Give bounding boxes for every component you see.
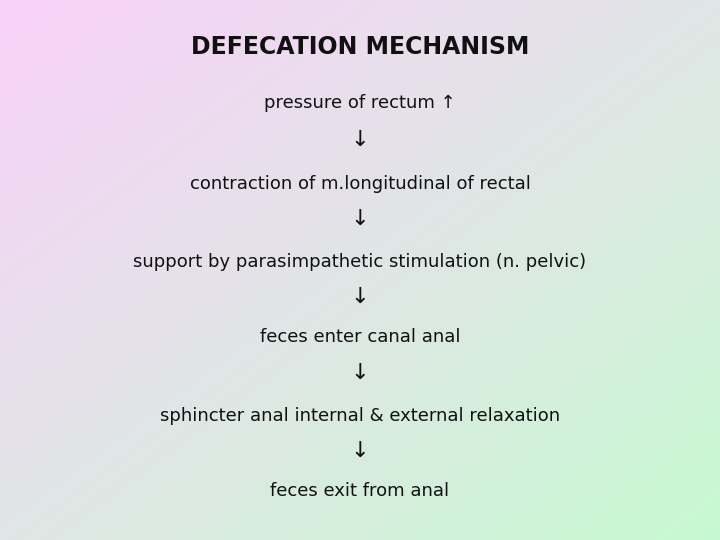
Text: ↓: ↓ xyxy=(351,362,369,383)
Text: support by parasimpathetic stimulation (n. pelvic): support by parasimpathetic stimulation (… xyxy=(133,253,587,271)
Text: feces exit from anal: feces exit from anal xyxy=(271,482,449,501)
Text: ↓: ↓ xyxy=(351,208,369,229)
Text: sphincter anal internal & external relaxation: sphincter anal internal & external relax… xyxy=(160,407,560,425)
Text: DEFECATION MECHANISM: DEFECATION MECHANISM xyxy=(191,35,529,59)
Text: ↓: ↓ xyxy=(351,287,369,307)
Text: feces enter canal anal: feces enter canal anal xyxy=(260,328,460,347)
Text: ↓: ↓ xyxy=(351,441,369,461)
Text: ↓: ↓ xyxy=(351,130,369,151)
Text: pressure of rectum ↑: pressure of rectum ↑ xyxy=(264,93,456,112)
Text: contraction of m.longitudinal of rectal: contraction of m.longitudinal of rectal xyxy=(189,174,531,193)
